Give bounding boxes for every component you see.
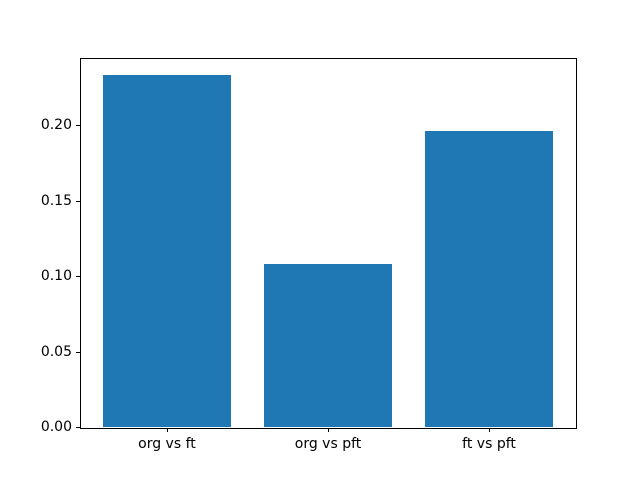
y-tick-mark: [76, 200, 80, 202]
y-tick-label: 0.20: [40, 117, 72, 134]
y-tick-mark: [76, 351, 80, 353]
y-tick-label: 0.05: [40, 343, 72, 360]
x-tick-label: org vs pft: [294, 436, 362, 452]
y-tick-mark: [76, 427, 80, 428]
y-tick-label: 0.10: [40, 268, 72, 285]
x-tick-label: ft vs pft: [462, 436, 516, 452]
x-tick-mark: [328, 428, 329, 432]
y-tick-mark: [76, 125, 80, 127]
y-tick-label: 0.15: [40, 192, 72, 209]
bar-ft-vs-pft: [424, 131, 554, 427]
y-tick-label: 0.00: [40, 419, 72, 435]
x-tick-mark: [489, 428, 491, 432]
bar-org-vs-ft: [102, 75, 232, 427]
x-tick-mark: [166, 428, 168, 432]
y-tick-mark: [76, 276, 80, 278]
x-tick-label: org vs ft: [138, 436, 196, 452]
bar-org-vs-pft: [263, 264, 393, 427]
